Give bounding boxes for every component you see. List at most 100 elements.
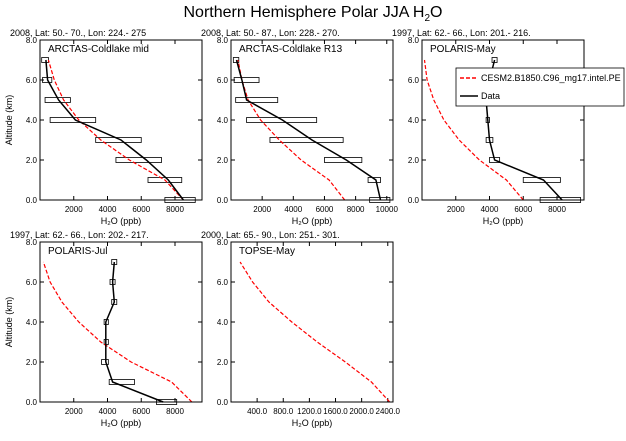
x-axis-label: H₂O (ppb)	[292, 418, 333, 428]
x-tick-label: 6000	[132, 407, 150, 416]
y-tick-label: 0.0	[217, 196, 229, 205]
model-series-line	[239, 261, 391, 403]
data-range-box	[246, 117, 318, 123]
y-tick-label: 2.0	[217, 358, 229, 367]
y-tick-label: 8.0	[26, 36, 38, 45]
x-tick-label: 1200.0	[297, 407, 322, 416]
x-tick-label: 2000	[65, 407, 83, 416]
panel-2: 2008, Lat: 50.- 87., Lon: 228.- 270. 2000…	[201, 28, 398, 226]
x-tick-label: 6000	[316, 205, 334, 214]
legend: CESM2.B1850.C96_mg17.intel.PE Data	[455, 67, 625, 107]
x-axis-label: H₂O (ppb)	[101, 418, 142, 428]
y-tick-label: 8.0	[408, 36, 420, 45]
data-range-box	[115, 157, 162, 163]
model-series-line	[237, 59, 346, 201]
panel-label: ARCTAS-Coldlake R13	[239, 44, 343, 55]
x-tick-label: 2000	[447, 205, 465, 214]
y-tick-label: 0.0	[26, 196, 38, 205]
y-tick-label: 4.0	[408, 116, 420, 125]
data-range-box	[95, 137, 142, 143]
y-axis-label: Altitude (km)	[4, 95, 14, 146]
y-tick-label: 4.0	[26, 116, 38, 125]
panel-header: 2008, Lat: 50.- 70., Lon: 224.- 275	[10, 28, 146, 38]
model-series-line	[42, 261, 193, 403]
panel-4: 1997, Lat: 62.- 66., Lon: 202.- 217. 2000…	[4, 230, 203, 428]
y-tick-label: 4.0	[217, 116, 229, 125]
x-tick-label: 8000	[166, 205, 184, 214]
x-tick-label: 400.0	[247, 407, 268, 416]
model-series-line	[47, 59, 184, 201]
y-tick-label: 8.0	[217, 238, 229, 247]
panel-label: TOPSE-May	[239, 246, 295, 257]
data-range-box	[101, 359, 109, 365]
y-tick-label: 6.0	[217, 76, 229, 85]
data-range-box	[233, 77, 260, 83]
y-tick-label: 4.0	[26, 318, 38, 327]
panel-3: 1997, Lat: 62.- 66., Lon: 201.- 216. 2000…	[392, 28, 585, 226]
x-axis-label: H₂O (ppb)	[101, 216, 142, 226]
figure-title: Northern Hemisphere Polar JJA H2O	[0, 4, 626, 24]
y-tick-label: 2.0	[408, 156, 420, 165]
model-series-line	[423, 59, 524, 201]
y-tick-label: 0.0	[408, 196, 420, 205]
panel-label: ARCTAS-Coldlake mid	[48, 44, 149, 55]
plot-frame	[39, 39, 203, 201]
panel-label: POLARIS-Jul	[48, 246, 107, 257]
x-tick-label: 1600.0	[323, 407, 348, 416]
data-range-box	[232, 57, 240, 63]
x-tick-label: 8000	[347, 205, 365, 214]
y-tick-label: 4.0	[217, 318, 229, 327]
x-axis-label: H₂O (ppb)	[483, 216, 524, 226]
y-tick-label: 6.0	[26, 76, 38, 85]
legend-entry-label: Data	[481, 91, 500, 101]
y-tick-label: 6.0	[408, 76, 420, 85]
x-tick-label: 6000	[514, 205, 532, 214]
x-tick-label: 6000	[132, 205, 150, 214]
plot-frame	[421, 39, 585, 201]
data-range-box	[522, 177, 561, 183]
plot-frame	[39, 241, 203, 403]
data-range-box	[108, 379, 135, 385]
legend-entry-label: CESM2.B1850.C96_mg17.intel.PE	[481, 73, 621, 83]
plot-frame	[230, 241, 394, 403]
panel-5: 2000, Lat: 65.- 90., Lon: 251.- 301. 400.…	[201, 230, 401, 428]
y-tick-label: 0.0	[217, 398, 229, 407]
data-range-box	[235, 97, 279, 103]
y-axis-label: Altitude (km)	[4, 297, 14, 348]
y-tick-label: 2.0	[26, 358, 38, 367]
panel-label: POLARIS-May	[430, 44, 496, 55]
panel-header: 1997, Lat: 62.- 66., Lon: 201.- 216.	[392, 28, 531, 38]
x-tick-label: 4000	[284, 205, 302, 214]
panel-header: 2008, Lat: 50.- 87., Lon: 228.- 270.	[201, 28, 340, 38]
y-tick-label: 6.0	[26, 278, 38, 287]
x-tick-label: 8000	[548, 205, 566, 214]
y-tick-label: 6.0	[217, 278, 229, 287]
x-tick-label: 2000.0	[349, 407, 374, 416]
x-tick-label: 2000	[253, 205, 271, 214]
x-axis-label: H₂O (ppb)	[292, 216, 333, 226]
title-subscript: 2	[424, 13, 431, 25]
panel-header: 1997, Lat: 62.- 66., Lon: 202.- 217.	[10, 230, 149, 240]
x-tick-label: 2000	[65, 205, 83, 214]
y-tick-label: 2.0	[217, 156, 229, 165]
data-series-line	[45, 59, 184, 201]
x-tick-label: 8000	[166, 407, 184, 416]
legend-box	[455, 67, 625, 107]
plot-frame	[230, 39, 394, 201]
y-tick-label: 8.0	[26, 238, 38, 247]
panel-header: 2000, Lat: 65.- 90., Lon: 251.- 301.	[201, 230, 340, 240]
panel-1: 2008, Lat: 50.- 70., Lon: 224.- 275 2000 4…	[4, 28, 203, 226]
x-tick-label: 800.0	[273, 407, 294, 416]
x-tick-label: 4000	[99, 407, 117, 416]
x-tick-label: 10000	[376, 205, 399, 214]
y-tick-label: 2.0	[26, 156, 38, 165]
data-series-line	[105, 261, 164, 403]
y-tick-label: 8.0	[217, 36, 229, 45]
x-tick-label: 4000	[481, 205, 499, 214]
title-main: Northern Hemisphere Polar JJA H	[183, 4, 425, 21]
title-tail: O	[430, 4, 443, 21]
data-range-box	[367, 177, 381, 183]
x-tick-label: 4000	[99, 205, 117, 214]
